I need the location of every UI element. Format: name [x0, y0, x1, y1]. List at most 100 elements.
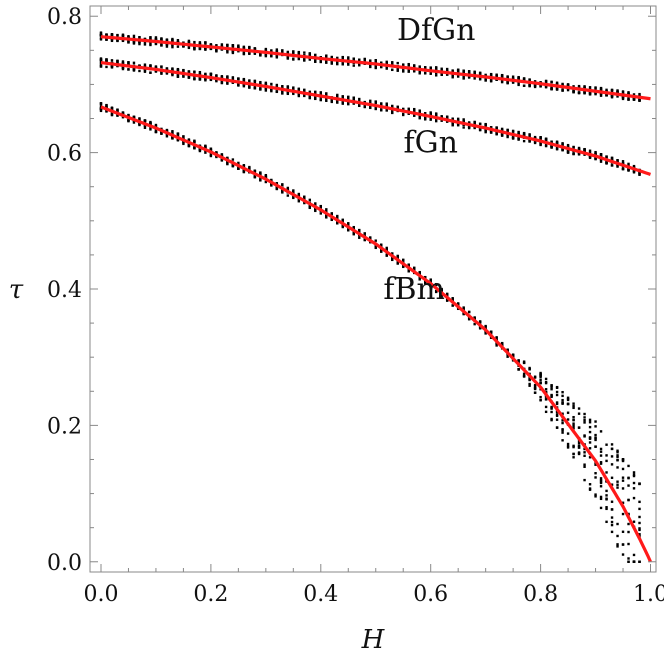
data-point: [347, 229, 350, 232]
data-point: [270, 49, 273, 52]
data-point: [264, 53, 268, 56]
data-point: [110, 39, 114, 43]
data-point: [555, 141, 559, 145]
data-point: [336, 99, 339, 103]
data-point: [605, 520, 608, 524]
data-point: [550, 388, 553, 391]
data-point: [638, 533, 641, 536]
data-point: [374, 107, 377, 110]
data-point: [594, 425, 597, 428]
data-point: [352, 57, 355, 60]
data-point: [292, 191, 295, 194]
data-point: [132, 68, 136, 71]
data-point: [275, 187, 279, 191]
data-point: [588, 488, 592, 491]
data-point: [627, 498, 630, 502]
data-point: [588, 421, 592, 424]
data-point: [176, 68, 180, 72]
data-point: [424, 112, 427, 115]
data-point: [588, 425, 592, 429]
data-point: [380, 108, 383, 112]
data-point: [226, 162, 229, 165]
data-point: [325, 99, 328, 102]
data-point: [632, 171, 636, 174]
data-point: [127, 36, 130, 39]
data-point: [407, 112, 410, 115]
data-point: [572, 444, 575, 448]
data-point: [506, 80, 509, 83]
data-point: [440, 67, 443, 70]
data-point: [297, 51, 301, 54]
data-point: [418, 65, 421, 68]
data-point: [143, 43, 147, 46]
data-point: [539, 378, 542, 382]
data-point: [259, 88, 262, 91]
x-tick-label: 0.6: [413, 582, 448, 607]
data-point: [413, 110, 416, 113]
data-point: [99, 38, 103, 41]
data-point: [621, 543, 625, 546]
data-point: [621, 479, 625, 482]
data-point: [610, 476, 614, 479]
data-point: [528, 78, 531, 81]
data-point: [182, 74, 185, 78]
data-point: [154, 36, 158, 39]
data-point: [528, 382, 531, 386]
data-point: [544, 398, 548, 401]
data-point: [610, 523, 614, 527]
data-point: [198, 46, 202, 50]
data-point: [445, 299, 449, 302]
data-point: [621, 467, 625, 471]
data-point: [627, 560, 630, 563]
data-point: [605, 494, 608, 497]
data-point: [138, 42, 141, 46]
data-point: [632, 98, 636, 101]
data-point: [347, 63, 350, 66]
data-point: [539, 136, 542, 139]
data-point: [456, 70, 460, 73]
data-point: [583, 91, 586, 95]
data-point: [385, 67, 388, 70]
data-point: [594, 433, 597, 437]
data-point: [588, 86, 592, 89]
data-point: [473, 126, 476, 130]
data-point: [555, 390, 559, 394]
data-point: [182, 135, 185, 138]
data-point: [138, 123, 141, 127]
data-point: [314, 53, 317, 57]
data-point: [160, 38, 163, 41]
data-point: [599, 160, 603, 163]
data-point: [418, 278, 421, 281]
data-point: [220, 43, 224, 46]
data-point: [489, 126, 493, 129]
data-point: [292, 57, 295, 60]
data-point: [204, 144, 207, 147]
data-point: [358, 58, 361, 61]
data-point: [555, 386, 559, 389]
data-point: [193, 147, 196, 150]
data-point: [467, 317, 471, 321]
data-point: [297, 94, 301, 98]
data-point: [352, 226, 355, 230]
data-point: [550, 85, 553, 89]
data-point: [132, 61, 136, 65]
data-point: [154, 66, 158, 69]
data-point: [594, 493, 597, 496]
data-point: [429, 66, 432, 70]
data-point: [121, 66, 125, 69]
data-point: [533, 386, 537, 390]
data-point: [451, 123, 454, 127]
x-tick-label: 0.0: [83, 582, 118, 607]
data-point: [550, 140, 553, 143]
data-point: [198, 42, 202, 46]
data-point: [424, 281, 427, 285]
data-point: [506, 76, 509, 80]
data-point: [495, 344, 498, 347]
data-point: [594, 495, 597, 498]
data-point: [544, 405, 548, 409]
data-point: [456, 302, 460, 305]
data-point: [402, 63, 405, 66]
data-point: [314, 209, 317, 212]
fit-line: [100, 35, 651, 101]
data-point: [275, 182, 279, 185]
